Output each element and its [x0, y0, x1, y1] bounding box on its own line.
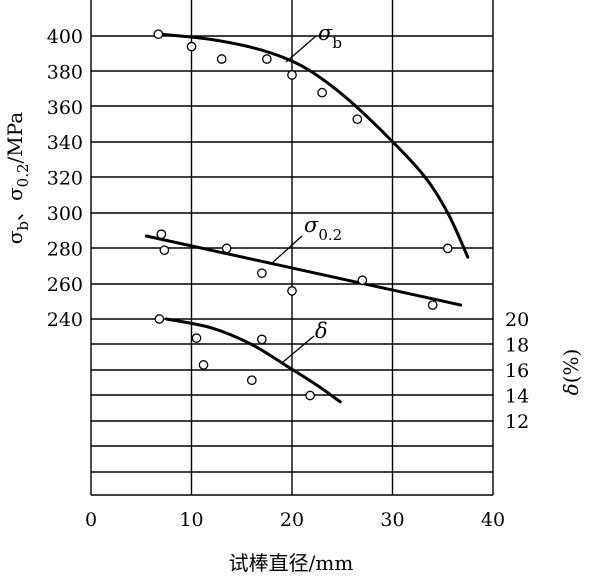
y-tick-label-left: 340 — [47, 132, 83, 154]
data-point-series-1 — [221, 243, 232, 254]
label-sigma-02: σ0.2 — [304, 213, 342, 244]
y-axis-label-right: δ(%) — [559, 349, 583, 396]
leader-sigma-02 — [270, 235, 303, 265]
label-delta: δ — [315, 319, 328, 343]
data-point-series-0 — [216, 54, 227, 64]
data-point-series-0 — [262, 54, 272, 64]
data-point-series-1 — [287, 286, 297, 296]
x-tick-label: 0 — [85, 509, 97, 531]
y-tick-label-left: 260 — [47, 274, 83, 296]
data-point-series-0 — [186, 41, 197, 52]
data-point-series-2 — [154, 314, 165, 324]
y-tick-label-left: 360 — [47, 97, 83, 119]
data-points — [153, 29, 453, 401]
y-tick-label-left: 300 — [47, 203, 83, 225]
series-curve-1 — [144, 234, 463, 307]
y-tick-label-right: 12 — [505, 411, 529, 433]
data-point-series-1 — [156, 229, 167, 240]
data-point-series-0 — [287, 70, 297, 80]
series-curve-0 — [159, 32, 470, 259]
x-tick-label: 40 — [481, 509, 505, 531]
data-point-series-1 — [427, 300, 438, 310]
data-point-series-1 — [159, 245, 170, 256]
x-tick-label: 10 — [179, 509, 203, 531]
y-tick-label-right: 16 — [505, 360, 529, 382]
data-point-series-0 — [317, 87, 327, 98]
data-point-series-1 — [256, 268, 267, 279]
grid — [90, 0, 494, 496]
y-tick-label-right: 20 — [505, 309, 529, 331]
y-tick-label-right: 14 — [505, 386, 529, 408]
data-point-series-0 — [442, 243, 453, 254]
label-sigma-b: σb — [318, 21, 342, 52]
data-point-series-0 — [153, 29, 164, 40]
series-curve-2 — [164, 317, 342, 404]
x-axis-label: 试棒直径/mm — [229, 551, 354, 575]
curves — [144, 32, 470, 404]
data-point-series-2 — [246, 375, 257, 386]
y-axis-label-left: σb、σ0.2/MPa — [3, 112, 32, 245]
y-tick-label-left: 400 — [47, 26, 83, 48]
tick-labels: 0 10 20 30 40 240 260 280 300 320 340 360 380 400 12 14… — [47, 26, 529, 531]
y-tick-label-left: 240 — [47, 309, 83, 331]
leader-delta — [282, 335, 315, 363]
y-tick-label-left: 280 — [47, 238, 83, 260]
series-annotations: σb σ0.2 δ — [270, 21, 342, 363]
x-tick-label: 20 — [280, 509, 304, 531]
y-tick-label-right: 18 — [505, 335, 529, 357]
leader-sigma-b — [285, 35, 317, 63]
data-point-series-2 — [198, 360, 209, 370]
data-point-series-2 — [305, 390, 315, 401]
data-point-series-2 — [191, 333, 202, 343]
y-tick-label-left: 380 — [47, 61, 83, 83]
data-point-series-0 — [352, 114, 363, 125]
y-tick-label-left: 320 — [47, 168, 83, 190]
x-tick-label: 30 — [380, 509, 404, 531]
data-point-series-1 — [357, 275, 368, 286]
data-point-series-2 — [256, 334, 267, 345]
